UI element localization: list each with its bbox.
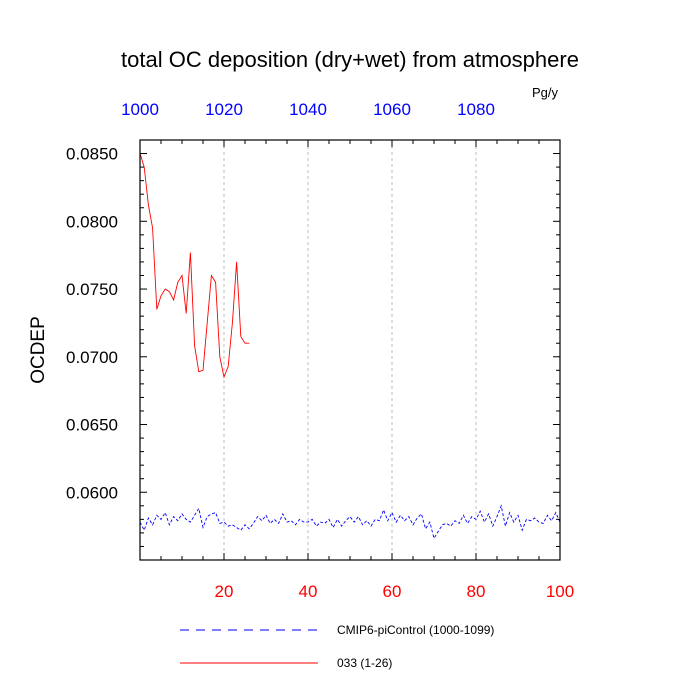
axes — [139, 139, 561, 561]
x-tick-label-bottom: 40 — [299, 582, 318, 601]
y-tick-label: 0.0800 — [66, 212, 118, 231]
series-line-control — [139, 504, 561, 540]
grid-lines — [223, 140, 477, 560]
chart-title: total OC deposition (dry+wet) from atmos… — [121, 47, 579, 72]
x-tick-label-top: 1060 — [373, 100, 411, 119]
x-tick-label-top: 1080 — [457, 100, 495, 119]
series-layer — [139, 153, 561, 540]
legend-label-033: 033 (1-26) — [337, 656, 392, 670]
units-label: Pg/y — [532, 85, 559, 100]
x-tick-label-bottom: 20 — [215, 582, 234, 601]
tick-labels: 20 40 60 80 100 1000 1020 1040 1060 1080 0.0600 0.0… — [66, 100, 574, 601]
legend-label-control: CMIP6-piControl (1000-1099) — [337, 623, 494, 637]
y-tick-label: 0.0600 — [66, 483, 118, 502]
legend: CMIP6-piControl (1000-1099) 033 (1-26) — [180, 623, 494, 670]
y-tick-label: 0.0750 — [66, 280, 118, 299]
series-line-033 — [139, 153, 250, 379]
ticks — [140, 140, 560, 560]
x-tick-label-bottom: 100 — [546, 582, 574, 601]
y-tick-label: 0.0700 — [66, 348, 118, 367]
y-tick-label: 0.0650 — [66, 416, 118, 435]
x-tick-label-bottom: 80 — [467, 582, 486, 601]
plot-frame — [139, 139, 561, 561]
y-tick-label: 0.0850 — [66, 145, 118, 164]
x-tick-label-bottom: 60 — [383, 582, 402, 601]
x-tick-label-top: 1000 — [121, 100, 159, 119]
y-axis-label: OCDEP — [28, 316, 49, 384]
x-tick-label-top: 1020 — [205, 100, 243, 119]
x-tick-label-top: 1040 — [289, 100, 327, 119]
